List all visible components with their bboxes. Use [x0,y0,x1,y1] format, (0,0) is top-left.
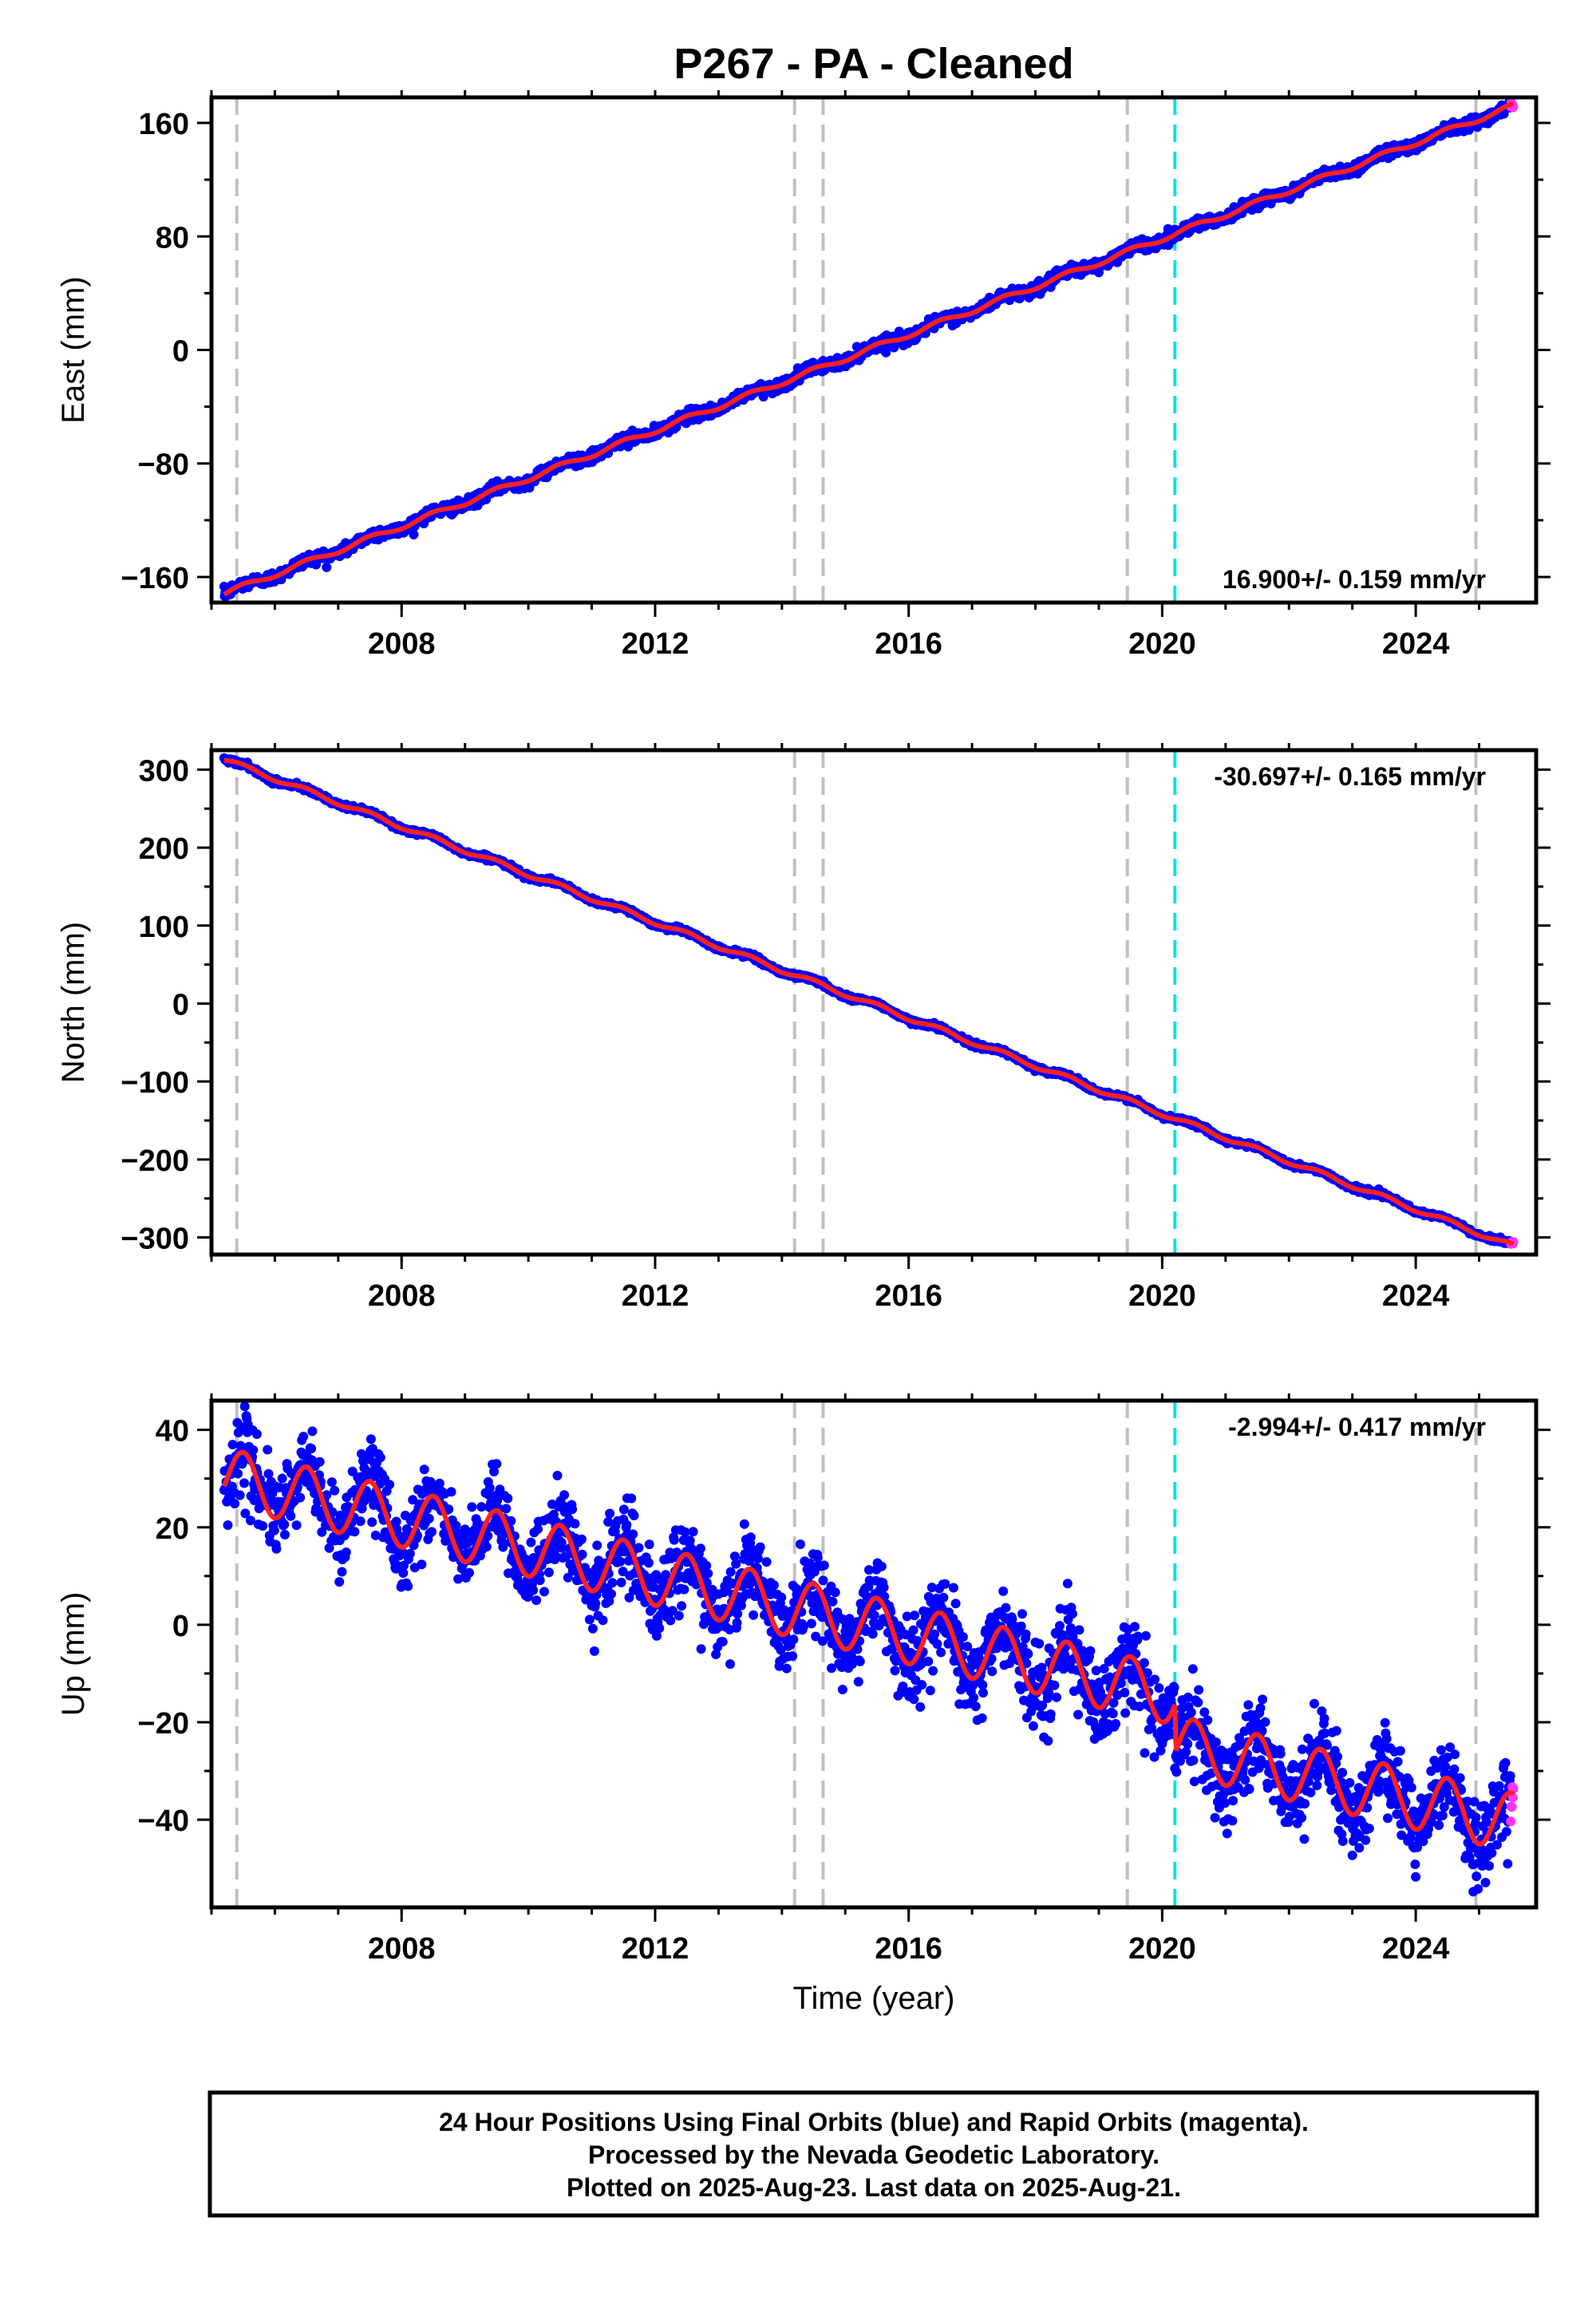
x-tick-label-2012: 2012 [622,627,689,661]
y-axis-label: East (mm) [56,276,91,423]
panel-north: 2008 2012 2016 2020 2024−300−200−10001002003… [56,743,1551,1313]
x-tick-label-2020: 2020 [1128,627,1196,661]
y-tick-label: 0 [172,335,189,369]
rate-annotation: 16.900+/- 0.159 mm/yr [1223,565,1486,594]
y-tick-label: −80 [138,449,189,482]
figure-title: P267 - PA - Cleaned [674,40,1073,88]
x-tick-label-2024: 2024 [1382,627,1450,661]
model-fit-line [223,757,1515,1247]
final-point [322,562,332,572]
final-point [409,529,419,539]
y-tick-label: 80 [156,221,189,255]
y-tick-label: 160 [139,108,189,141]
x-tick-label-2008: 2008 [368,627,436,661]
x-tick-label-2016: 2016 [875,627,942,661]
panels: 2008 2012 2016 2020 2024 −160 −80 0 80 160 East (m… [56,90,1551,1966]
model-fit-line [223,101,1515,597]
panel-east: 2008 2012 2016 2020 2024 −160 −80 0 80 160 East (m… [56,90,1551,661]
y-tick-label: −160 [120,562,189,595]
